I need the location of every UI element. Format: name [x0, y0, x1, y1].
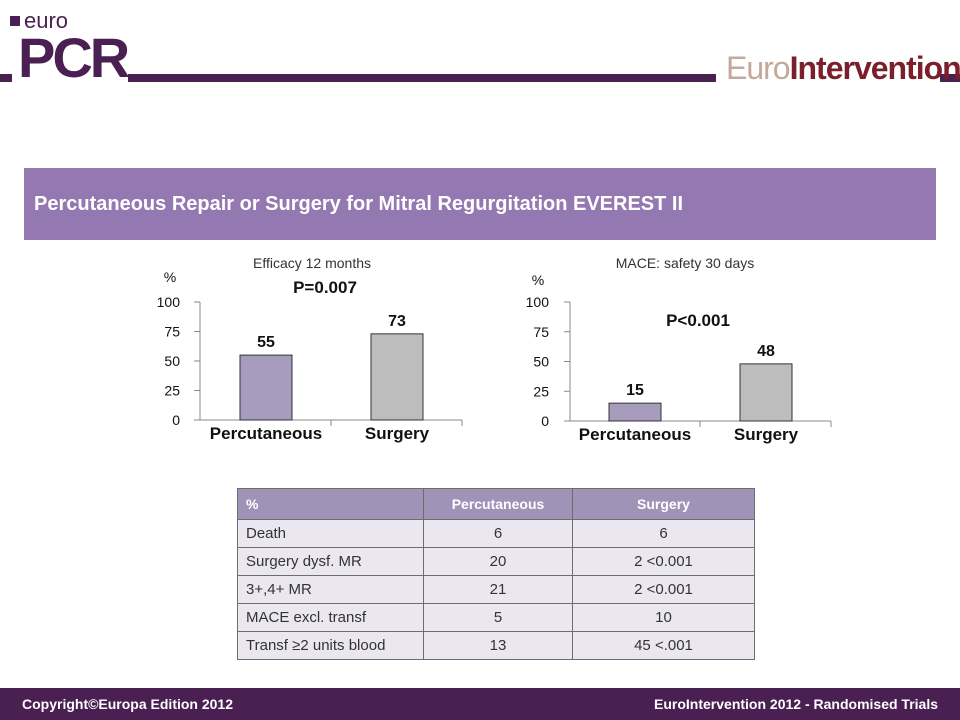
y-axis-label: % — [532, 272, 544, 288]
table-cell-surgery: 2 <0.001 — [572, 575, 755, 604]
slide-title: Percutaneous Repair or Surgery for Mitra… — [34, 193, 684, 215]
logo-square-icon — [10, 16, 20, 26]
y-tick-label: 75 — [533, 324, 549, 340]
table-header-cell: Surgery — [572, 488, 755, 520]
ei-logo-euro: Euro — [726, 50, 791, 86]
bar-data-label: 48 — [757, 343, 775, 360]
header-divider-right — [940, 74, 960, 82]
bar-surgery — [739, 363, 793, 422]
x-category-label: Surgery — [365, 424, 430, 443]
table-cell-label: Death — [237, 519, 424, 548]
y-tick-label: 0 — [172, 412, 180, 428]
chart-title: Efficacy 12 months — [253, 255, 371, 271]
bar-data-label: 55 — [257, 334, 275, 351]
table-row: Death 6 6 — [237, 519, 755, 548]
x-category-label: Percutaneous — [210, 424, 322, 443]
p-value-annotation: P<0.001 — [666, 311, 730, 330]
footer-copyright: Copyright©Europa Edition 2012 — [22, 696, 234, 712]
bar-data-label: 15 — [626, 382, 644, 399]
table-row: MACE excl. transf 5 10 — [237, 603, 755, 632]
p-value-annotation: P=0.007 — [293, 278, 357, 297]
header-divider-left — [0, 74, 12, 82]
bar-percutaneous — [608, 402, 662, 422]
table-cell-label: Surgery dysf. MR — [237, 547, 424, 576]
table-cell-surgery: 10 — [572, 603, 755, 632]
y-tick-label: 25 — [533, 383, 549, 399]
chart-title: MACE: safety 30 days — [616, 255, 755, 271]
footer-bar: Copyright©Europa Edition 2012 EuroInterv… — [0, 688, 960, 720]
table-row: Surgery dysf. MR 20 2 <0.001 — [237, 547, 755, 576]
ei-logo-intervention: Intervention — [789, 50, 960, 86]
eurointervention-logo: EuroIntervention — [726, 52, 960, 84]
table-cell-percutaneous: 6 — [423, 519, 573, 548]
efficacy-chart: Efficacy 12 months% 0 25 50 75 100 55 Percutane… — [157, 255, 463, 443]
footer-series: EuroIntervention 2012 - Randomised Trial… — [654, 696, 938, 712]
y-tick-label: 100 — [526, 294, 550, 310]
table-header-cell: % — [237, 488, 424, 520]
y-axis-label: % — [164, 269, 176, 285]
x-category-label: Surgery — [734, 425, 799, 444]
x-category-label: Percutaneous — [579, 425, 691, 444]
table-row: 3+,4+ MR 21 2 <0.001 — [237, 575, 755, 604]
logo-pcr-text: PCR — [18, 26, 130, 89]
bar-data-label: 73 — [388, 313, 406, 330]
table-cell-percutaneous: 13 — [423, 631, 573, 660]
y-tick-label: 0 — [541, 413, 549, 429]
bar-surgery — [370, 333, 424, 421]
table-cell-surgery: 45 <.001 — [572, 631, 755, 660]
table-cell-percutaneous: 21 — [423, 575, 573, 604]
title-band — [24, 168, 936, 240]
header-divider — [128, 74, 716, 82]
y-tick-label: 25 — [164, 383, 180, 399]
table-cell-percutaneous: 20 — [423, 547, 573, 576]
table-cell-surgery: 6 — [572, 519, 755, 548]
y-tick-label: 50 — [533, 354, 549, 370]
table-cell-label: 3+,4+ MR — [237, 575, 424, 604]
bar-percutaneous — [239, 354, 293, 421]
table-row: Transf ≥2 units blood 13 45 <.001 — [237, 631, 755, 660]
table-cell-percutaneous: 5 — [423, 603, 573, 632]
table-header-cell: Percutaneous — [423, 488, 573, 520]
y-tick-label: 100 — [157, 294, 181, 310]
table-cell-label: Transf ≥2 units blood — [237, 631, 424, 660]
europcr-logo-top: euro — [10, 10, 68, 32]
table-header-row: % Percutaneous Surgery — [237, 488, 755, 520]
table-cell-surgery: 2 <0.001 — [572, 547, 755, 576]
y-tick-label: 50 — [164, 353, 180, 369]
y-tick-label: 75 — [164, 324, 180, 340]
table-cell-label: MACE excl. transf — [237, 603, 424, 632]
mace-chart: MACE: safety 30 days% 0 25 50 75 100 15 Percuta… — [526, 255, 832, 444]
results-table: % Percutaneous Surgery Death 6 6 Surgery… — [237, 488, 755, 660]
logo-euro-text: euro — [24, 8, 69, 33]
